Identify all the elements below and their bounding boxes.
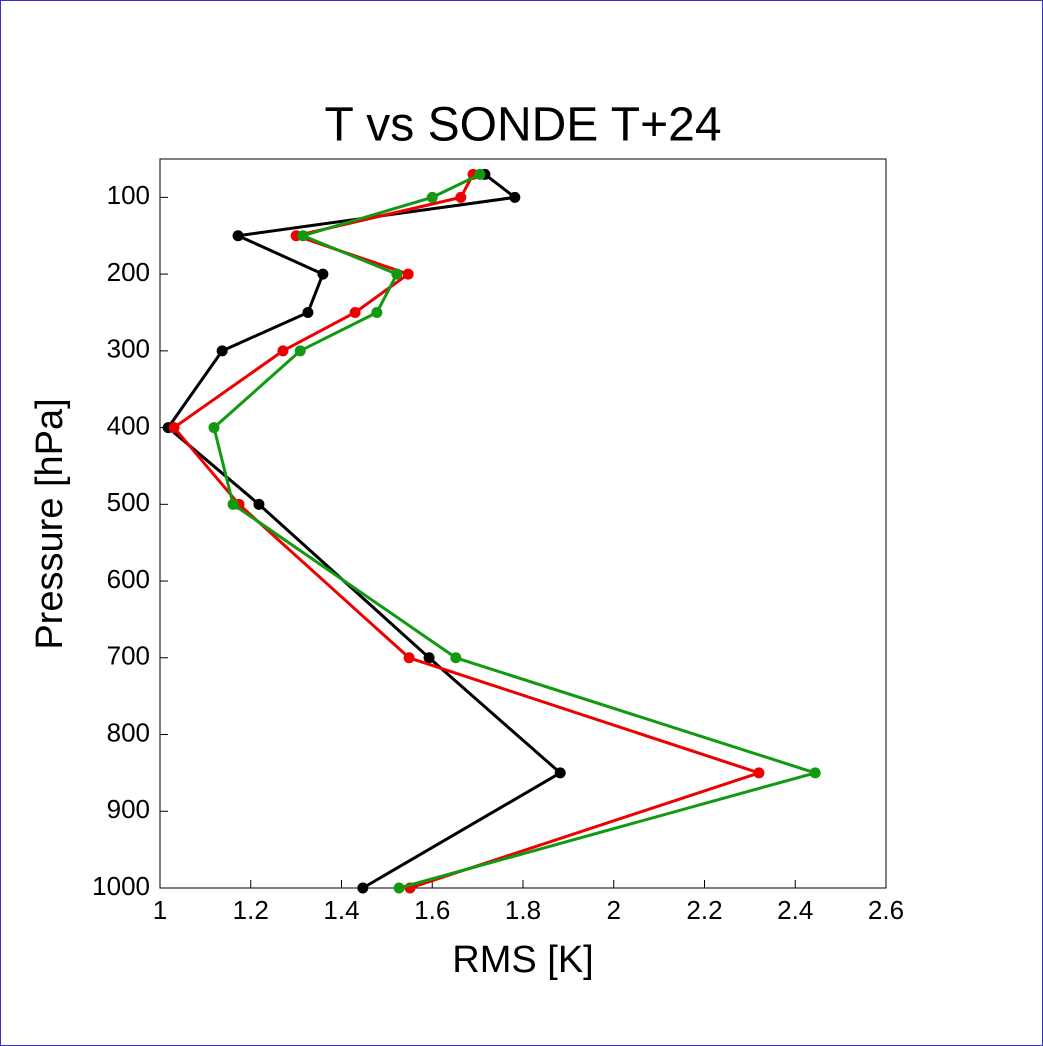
- y-tick-label: 800: [107, 717, 150, 747]
- point: [357, 882, 369, 894]
- point: [554, 767, 566, 779]
- y-tick-label: 200: [107, 257, 150, 287]
- y-tick-label: 1000: [92, 871, 150, 901]
- x-tick-label: 1: [153, 895, 167, 925]
- point: [455, 191, 467, 203]
- point: [426, 191, 438, 203]
- y-axis-label: Pressure [hPa]: [29, 398, 71, 649]
- point: [391, 268, 403, 280]
- point: [227, 498, 239, 510]
- y-tick-label: 500: [107, 487, 150, 517]
- point: [474, 168, 486, 180]
- x-axis-label: RMS [K]: [452, 939, 593, 981]
- point: [302, 306, 314, 318]
- point: [402, 268, 414, 280]
- point: [253, 498, 265, 510]
- point: [371, 306, 383, 318]
- point: [349, 306, 361, 318]
- y-tick-label: 100: [107, 180, 150, 210]
- point: [297, 230, 309, 242]
- point: [294, 345, 306, 357]
- y-tick-label: 400: [107, 410, 150, 440]
- point: [423, 652, 435, 664]
- y-tick-label: 300: [107, 334, 150, 364]
- x-tick-label: 1.8: [505, 895, 541, 925]
- point: [509, 191, 521, 203]
- point: [317, 268, 329, 280]
- point: [232, 230, 244, 242]
- x-tick-label: 1.4: [323, 895, 359, 925]
- point: [168, 422, 180, 434]
- point: [277, 345, 289, 357]
- x-tick-label: 2.2: [686, 895, 722, 925]
- x-tick-label: 2.4: [777, 895, 813, 925]
- y-tick-label: 900: [107, 794, 150, 824]
- y-tick-label: 700: [107, 641, 150, 671]
- x-tick-label: 1.6: [414, 895, 450, 925]
- point: [450, 652, 462, 664]
- x-tick-label: 2: [607, 895, 621, 925]
- point: [216, 345, 228, 357]
- x-tick-label: 2.6: [868, 895, 904, 925]
- point: [393, 882, 405, 894]
- point: [208, 422, 220, 434]
- point: [403, 652, 415, 664]
- point: [753, 767, 765, 779]
- y-tick-label: 600: [107, 564, 150, 594]
- chart-title: T vs SONDE T+24: [324, 99, 721, 152]
- x-tick-label: 1.2: [233, 895, 269, 925]
- point: [809, 767, 821, 779]
